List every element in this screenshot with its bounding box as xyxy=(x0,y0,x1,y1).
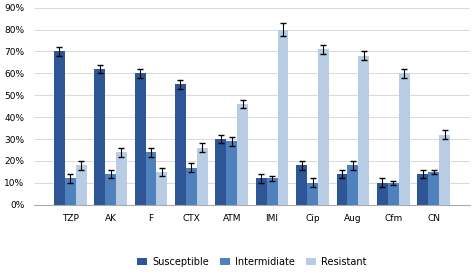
Bar xyxy=(267,179,278,205)
Bar xyxy=(76,165,87,205)
Bar xyxy=(439,135,450,205)
Bar xyxy=(146,152,156,205)
Bar xyxy=(377,183,388,205)
Bar xyxy=(278,29,289,205)
Bar xyxy=(116,152,127,205)
Bar xyxy=(94,69,105,205)
Bar xyxy=(347,165,358,205)
Bar xyxy=(54,52,65,205)
Bar xyxy=(296,165,307,205)
Bar xyxy=(318,49,329,205)
Bar xyxy=(215,139,226,205)
Bar xyxy=(237,104,248,205)
Bar xyxy=(175,84,186,205)
Bar xyxy=(65,179,76,205)
Bar xyxy=(307,183,318,205)
Bar xyxy=(186,168,197,205)
Bar xyxy=(226,141,237,205)
Bar xyxy=(197,148,208,205)
Bar xyxy=(417,174,428,205)
Legend: Susceptible, Intermidiate, Resistant: Susceptible, Intermidiate, Resistant xyxy=(133,253,370,271)
Bar xyxy=(256,179,267,205)
Bar xyxy=(135,73,146,205)
Bar xyxy=(156,172,167,205)
Bar xyxy=(358,56,369,205)
Bar xyxy=(105,174,116,205)
Bar xyxy=(399,73,410,205)
Bar xyxy=(388,183,399,205)
Bar xyxy=(337,174,347,205)
Bar xyxy=(428,172,439,205)
